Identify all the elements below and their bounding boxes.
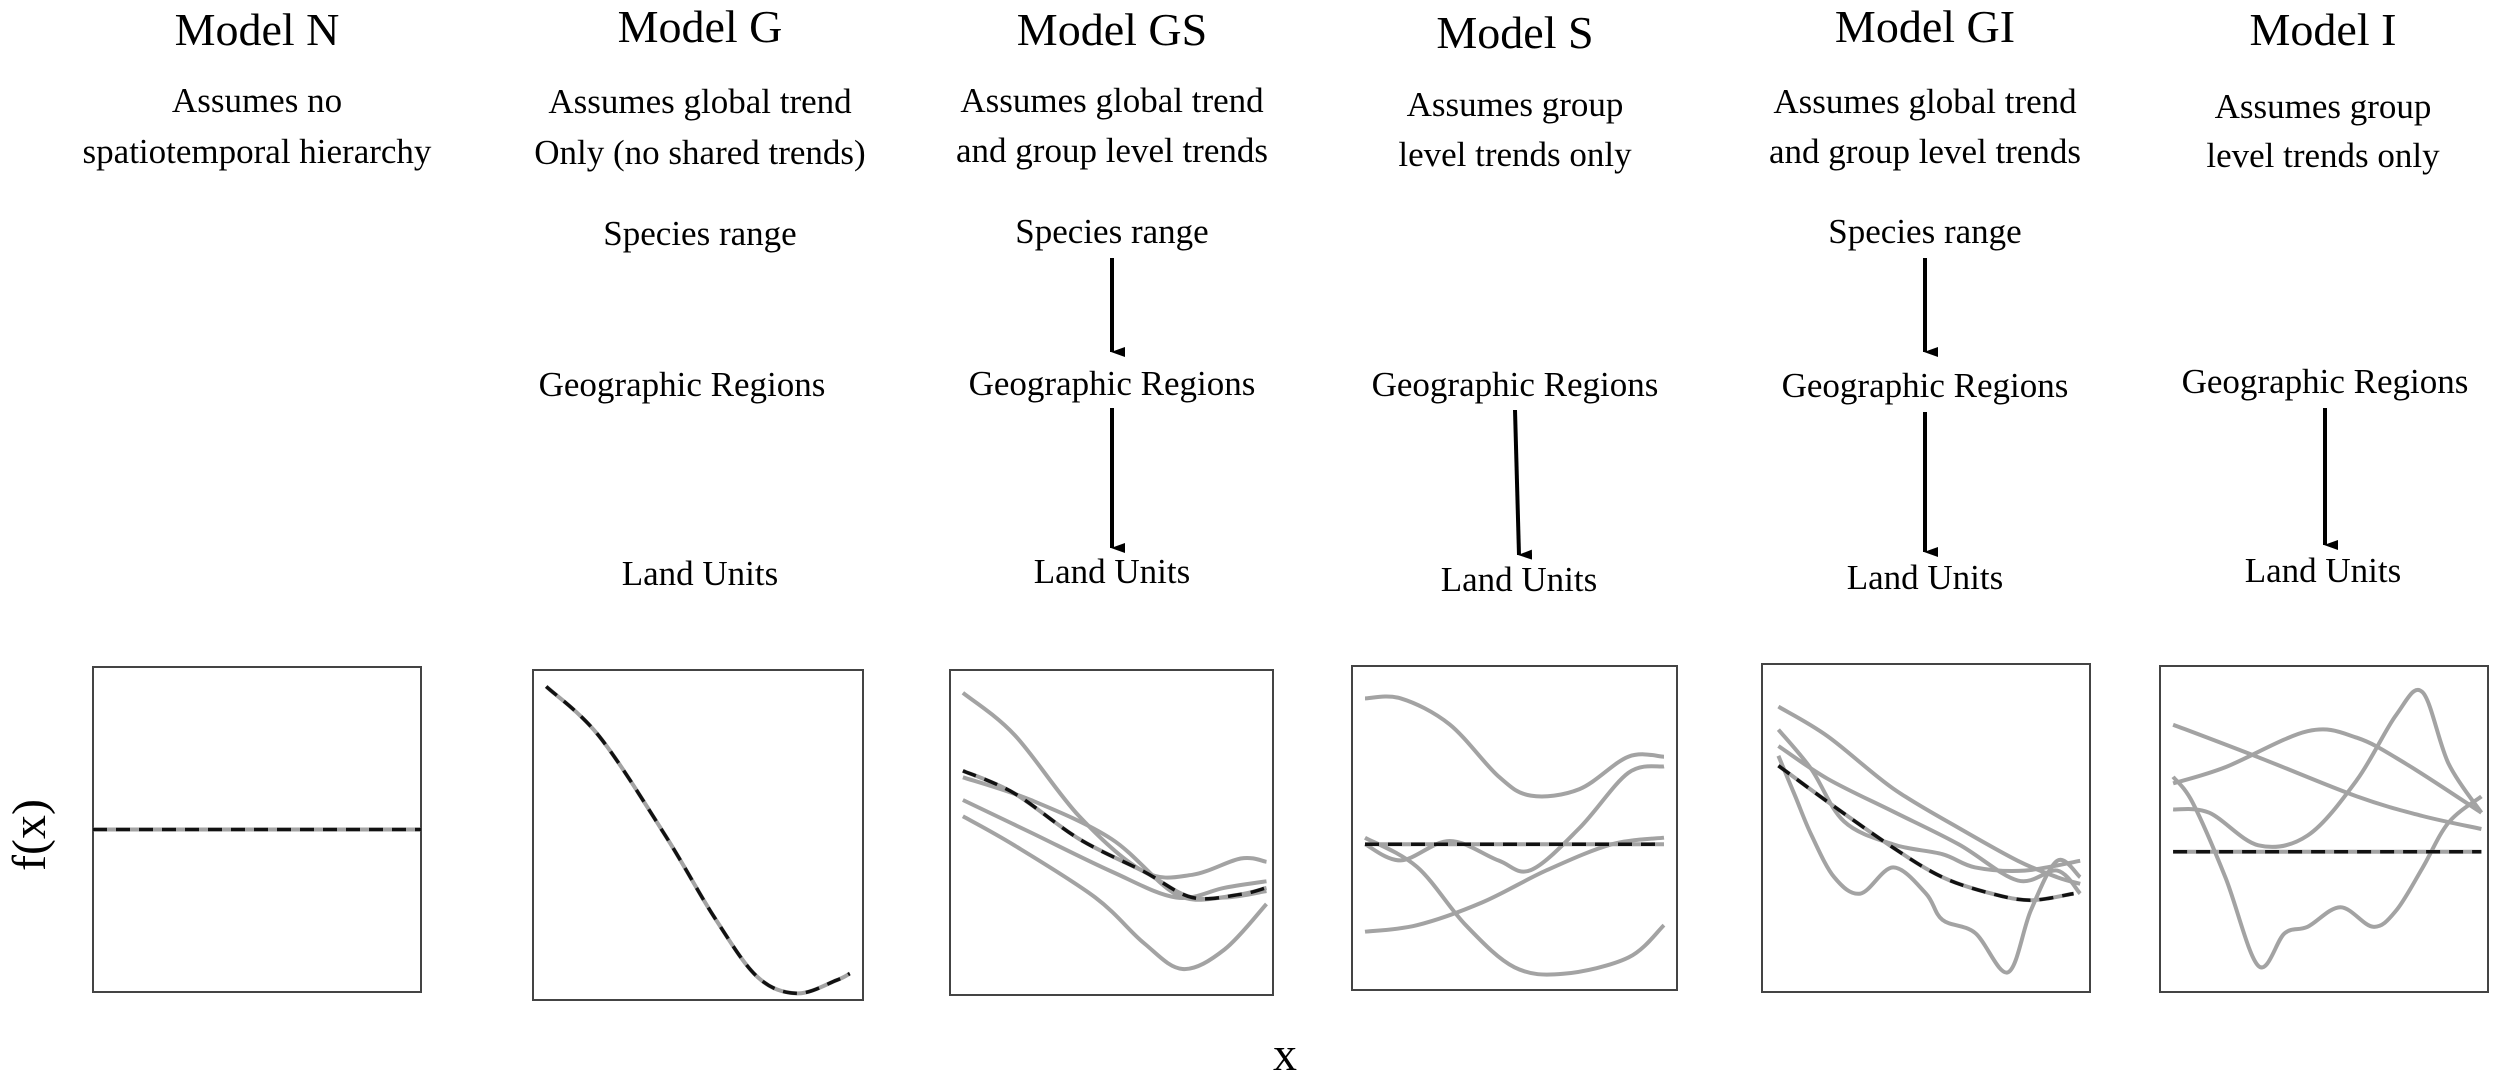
level-species-range: Species range xyxy=(1828,212,2021,251)
group-level-curve xyxy=(1777,704,2081,886)
plot-frame xyxy=(1351,665,1678,991)
level-land-units: Land Units xyxy=(622,554,779,593)
model-title: Model GI xyxy=(1835,1,2015,52)
model-gs-column: Model GS Assumes global trend and group … xyxy=(949,4,1274,996)
level-geographic-regions: Geographic Regions xyxy=(1782,366,2069,405)
model-title: Model I xyxy=(2250,4,2397,55)
plot-frame xyxy=(1761,663,2091,993)
curve-layer xyxy=(93,685,2484,996)
plot-frame xyxy=(532,669,864,1001)
level-land-units: Land Units xyxy=(1441,560,1598,599)
global-trend-curve xyxy=(544,685,851,996)
model-description-line-2: and group level trends xyxy=(1769,132,2081,171)
model-title: Model GS xyxy=(1017,4,1207,55)
model-s-column: Model S Assumes group level trends only … xyxy=(1351,7,1678,991)
level-land-units: Land Units xyxy=(1847,558,2004,597)
level-geographic-regions: Geographic Regions xyxy=(2182,362,2469,401)
model-description-line-1: Assumes global trend xyxy=(1773,82,2077,121)
model-description-line-2: level trends only xyxy=(1398,135,1632,174)
group-level-curve xyxy=(962,775,1267,902)
group-level-curve xyxy=(1364,764,1665,874)
level-geographic-regions: Geographic Regions xyxy=(969,364,1256,403)
x-axis-label: x xyxy=(1273,1028,1297,1081)
group-level-curve xyxy=(2172,688,2484,849)
model-description-line-1: Assumes global trend xyxy=(960,81,1264,120)
arrow-regions-to-units xyxy=(1513,409,1533,560)
level-geographic-regions: Geographic Regions xyxy=(1372,365,1659,404)
group-level-curve xyxy=(1777,744,2082,896)
level-geographic-regions: Geographic Regions xyxy=(539,365,826,404)
group-level-curve xyxy=(961,691,1267,880)
level-land-units: Land Units xyxy=(2245,551,2402,590)
group-level-curve xyxy=(1364,694,1665,799)
model-gi-column: Model GI Assumes global trend and group … xyxy=(1761,1,2091,993)
model-description-line-2: Only (no shared trends) xyxy=(534,133,865,172)
model-description-line-2: level trends only xyxy=(2206,136,2440,175)
group-level-curve xyxy=(1364,835,1665,934)
group-level-curve xyxy=(962,798,1267,900)
global-trend-curve xyxy=(962,769,1267,901)
global-curve-underlay xyxy=(1777,764,2074,903)
model-description-line-1: Assumes global trend xyxy=(548,82,852,121)
group-level-curve xyxy=(1776,728,2081,873)
plot-frame xyxy=(2159,665,2489,993)
model-description-line-1: Assumes group xyxy=(2215,87,2432,126)
group-level-curve xyxy=(1776,755,2082,975)
group-level-curve xyxy=(2172,722,2482,831)
global-curve-underlay xyxy=(544,685,851,996)
model-description-line-2: spatiotemporal hierarchy xyxy=(83,132,432,171)
group-level-curve xyxy=(961,814,1268,972)
model-i-column: Model I Assumes group level trends only … xyxy=(2159,4,2489,993)
model-g-column: Model G Assumes global trend Only (no sh… xyxy=(532,1,866,1001)
plot-frame xyxy=(949,669,1274,996)
group-level-curve xyxy=(2172,727,2483,815)
model-description-line-1: Assumes group xyxy=(1407,85,1624,124)
model-description-line-2: and group level trends xyxy=(956,131,1268,170)
level-species-range: Species range xyxy=(1015,212,1208,251)
model-title: Model N xyxy=(175,4,340,55)
level-land-units: Land Units xyxy=(1034,552,1191,591)
level-species-range: Species range xyxy=(603,214,796,253)
model-description-line-1: Assumes no xyxy=(172,81,342,120)
model-title: Model G xyxy=(618,1,783,52)
group-level-curve xyxy=(1364,835,1666,977)
model-n-column: Model N Assumes no spatiotemporal hierar… xyxy=(83,4,432,993)
y-axis-label: f(x) xyxy=(3,799,56,871)
group-level-curve xyxy=(2171,775,2483,970)
model-title: Model S xyxy=(1436,7,1593,58)
